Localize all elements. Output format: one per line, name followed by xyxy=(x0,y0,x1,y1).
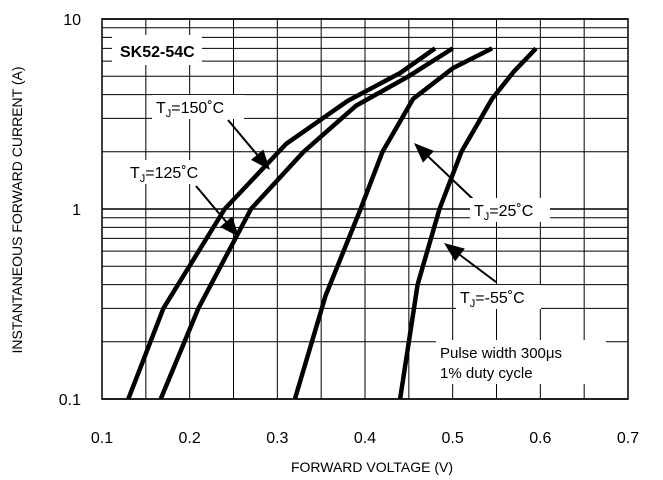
series-label-150-sub: J xyxy=(166,108,172,120)
arrow-25 xyxy=(414,143,477,203)
curves xyxy=(126,46,538,400)
arrow-150 xyxy=(227,119,270,170)
series-label-150-main: T xyxy=(156,100,166,117)
series-label-minus55-main: T xyxy=(460,290,470,307)
pulse-note-line-1: Pulse width 300μs xyxy=(440,345,562,362)
series-label-150: TJ=150˚C xyxy=(152,95,244,120)
x-tick-label: 0.3 xyxy=(266,430,288,447)
y-tick-label: 0.1 xyxy=(59,392,81,409)
x-tick-label: 0.6 xyxy=(529,430,551,447)
plot-frame xyxy=(101,18,629,400)
x-tick-label: 0.5 xyxy=(442,430,464,447)
tick-labels: 0.1 0.2 0.3 0.4 0.5 0.6 0.7 0.1 1 10 xyxy=(59,12,639,447)
series-line-1 xyxy=(158,46,454,400)
x-tick-label: 0.2 xyxy=(179,430,201,447)
series-label-150-rest: =150˚C xyxy=(171,100,224,117)
x-tick-label: 0.7 xyxy=(617,430,639,447)
pulse-note: Pulse width 300μs 1% duty cycle xyxy=(436,340,606,384)
x-tick-label: 0.1 xyxy=(91,430,113,447)
pulse-note-line-2: 1% duty cycle xyxy=(440,365,533,382)
series-label-minus55: TJ=-55˚C xyxy=(456,285,541,310)
svg-text:TJ=25˚C: TJ=25˚C xyxy=(474,203,533,223)
series-label-25-rest: =25˚C xyxy=(489,203,533,220)
series-label-25-sub: J xyxy=(484,211,490,223)
chart-title: SK52-54C xyxy=(120,44,195,61)
series-label-25-main: T xyxy=(474,203,484,220)
series-label-125-rest: =125˚C xyxy=(145,165,198,182)
series-line-2 xyxy=(292,46,494,400)
series-label-minus55-sub: J xyxy=(470,298,476,310)
annotation-arrows xyxy=(195,119,497,283)
series-line-3 xyxy=(397,46,538,400)
series-label-125-sub: J xyxy=(140,173,146,185)
series-label-125-main: T xyxy=(130,165,140,182)
svg-text:TJ=125˚C: TJ=125˚C xyxy=(130,165,198,185)
arrow-minus55 xyxy=(444,243,497,283)
svg-text:TJ=-55˚C: TJ=-55˚C xyxy=(460,290,525,310)
series-line-0 xyxy=(126,46,437,400)
arrow-125 xyxy=(195,185,239,237)
chart-title-box: SK52-54C xyxy=(112,35,202,65)
series-label-minus55-rest: =-55˚C xyxy=(475,290,524,307)
y-tick-label: 10 xyxy=(63,12,81,29)
svg-text:TJ=150˚C: TJ=150˚C xyxy=(156,100,224,120)
y-axis-label: INSTANTANEOUS FORWARD CURRENT (A) xyxy=(9,66,25,353)
x-tick-label: 0.4 xyxy=(354,430,376,447)
x-axis-label: FORWARD VOLTAGE (V) xyxy=(291,459,453,475)
y-tick-label: 1 xyxy=(72,202,81,219)
series-label-125: TJ=125˚C xyxy=(126,160,218,185)
series-label-25: TJ=25˚C xyxy=(470,198,550,223)
